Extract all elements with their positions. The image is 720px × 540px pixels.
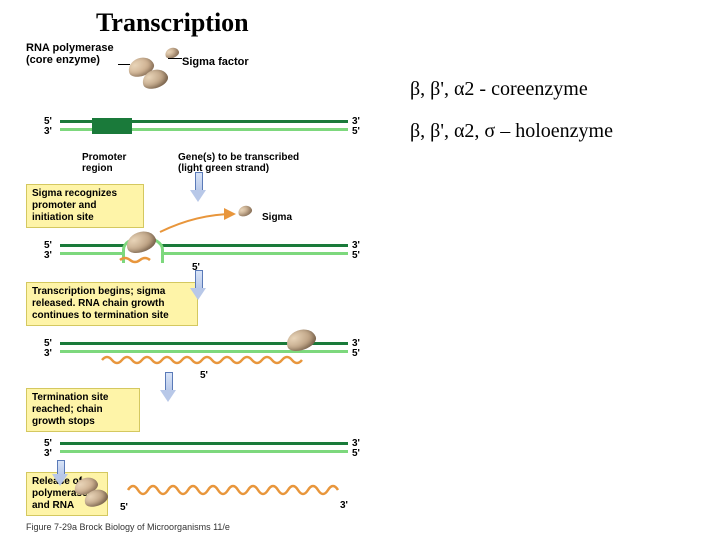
- arrow-head-icon: [190, 190, 206, 202]
- rna-end-label: 5': [200, 370, 208, 381]
- rna-end-label: 5': [120, 502, 128, 513]
- rna-end-label: 5': [192, 262, 200, 273]
- arrow-head-icon: [190, 288, 206, 300]
- arrow-head-icon: [52, 474, 68, 486]
- page-title: Transcription: [96, 8, 249, 38]
- pointer-line: [168, 58, 182, 59]
- rna-chain: [118, 254, 152, 270]
- arrow-head-icon: [160, 390, 176, 402]
- diagram-label: Sigma factor: [182, 56, 249, 68]
- step-arrow: [165, 372, 173, 392]
- diagram-label: Sigma: [262, 212, 292, 223]
- strand-end-label: 5': [352, 448, 360, 459]
- strand-end-label: 3': [44, 448, 52, 459]
- strand-end-label: 5': [352, 126, 360, 137]
- strand-end-label: 3': [44, 250, 52, 261]
- diagram-label: RNA polymerase (core enzyme): [26, 42, 114, 66]
- step-arrow: [195, 270, 203, 290]
- diagram-label: Promoter region: [82, 152, 126, 174]
- pointer-line: [118, 64, 130, 65]
- rna-chain: [126, 480, 340, 504]
- promoter-region: [92, 118, 132, 134]
- holoenzyme-note: β, β', α2, σ – holoenzyme: [410, 120, 613, 143]
- strand-end-label: 3': [44, 348, 52, 359]
- strand-end-label: 5': [352, 348, 360, 359]
- rna-chain: [100, 352, 304, 372]
- strand-end-label: 5': [352, 250, 360, 261]
- step-arrow: [195, 172, 203, 192]
- coreenzyme-note: β, β', α2 - coreenzyme: [410, 78, 588, 101]
- rna-end-label: 3': [340, 500, 348, 511]
- polymerase-icon: [237, 204, 254, 218]
- dna-strand-dark: [60, 244, 348, 247]
- dna-strand-dark: [60, 442, 348, 445]
- step-caption: Termination site reached; chain growth s…: [26, 388, 140, 432]
- strand-end-label: 3': [44, 126, 52, 137]
- step-caption: Transcription begins; sigma released. RN…: [26, 282, 198, 326]
- dna-strand-light: [60, 252, 348, 255]
- dna-strand-light: [60, 450, 348, 453]
- step-caption: Sigma recognizes promoter and initiation…: [26, 184, 144, 228]
- diagram-label: Gene(s) to be transcribed (light green s…: [178, 152, 299, 174]
- figure-citation: Figure 7-29a Brock Biology of Microorgan…: [26, 522, 230, 532]
